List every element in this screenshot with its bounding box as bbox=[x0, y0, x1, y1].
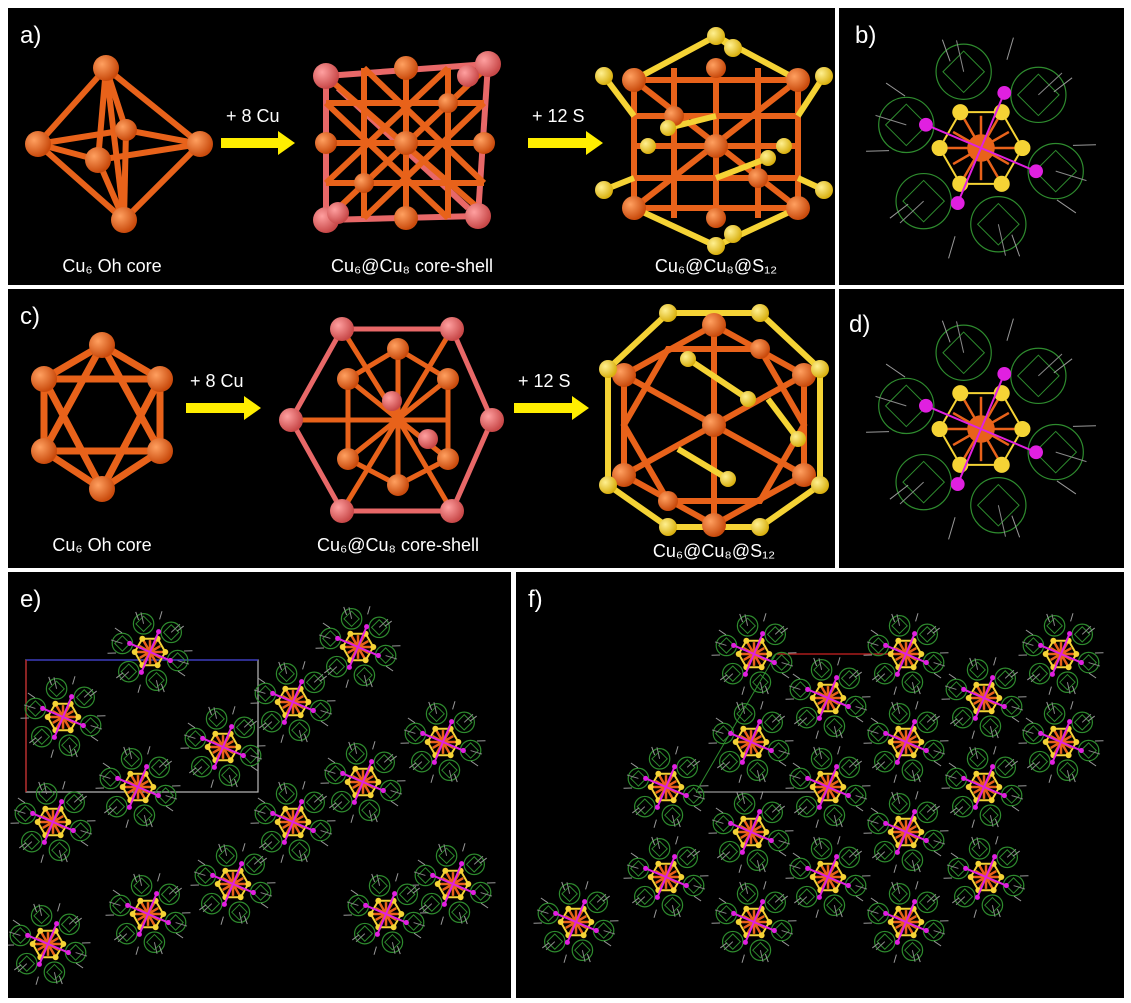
arrow-4 bbox=[514, 396, 589, 420]
cluster-molecule bbox=[863, 881, 949, 963]
panel-e-graphic bbox=[8, 606, 496, 985]
cluster-molecule bbox=[785, 746, 871, 828]
caption-cluster-c: Cu₆@Cu₈@S₁₂ bbox=[652, 541, 776, 561]
cluster-molecule bbox=[20, 676, 106, 758]
arrow-2-label: + 12 S bbox=[532, 106, 585, 126]
core-shell-atoms bbox=[313, 51, 501, 233]
cluster-molecule bbox=[941, 746, 1027, 828]
arrow-1 bbox=[221, 131, 295, 155]
arrow-3-label: + 8 Cu bbox=[190, 371, 244, 391]
caption-core-shell: Cu₆@Cu₈ core-shell bbox=[330, 256, 494, 276]
cluster-molecule bbox=[711, 881, 797, 963]
cluster-molecule bbox=[866, 37, 1096, 259]
cluster-molecule bbox=[95, 746, 181, 828]
panel-c: c) + 8 Cu + 12 S Cu₆ Oh core Cu₆@Cu₈ cor… bbox=[8, 289, 835, 568]
cluster-molecule bbox=[708, 701, 794, 783]
arrow-4-label: + 12 S bbox=[518, 371, 571, 391]
arrow-1-label: + 8 Cu bbox=[226, 106, 280, 126]
panel-f: f) bbox=[516, 572, 1124, 998]
panel-e-label: e) bbox=[20, 586, 42, 613]
caption-core-shell-c: Cu₆@Cu₈ core-shell bbox=[316, 535, 480, 555]
panel-d-label: d) bbox=[849, 311, 871, 338]
cluster-molecule bbox=[8, 903, 91, 985]
cluster-molecule bbox=[107, 611, 193, 693]
panel-b-label: b) bbox=[855, 22, 877, 49]
panel-f-graphic bbox=[533, 613, 1104, 963]
caption-core: Cu₆ Oh core bbox=[62, 256, 162, 276]
cluster-molecule bbox=[711, 613, 797, 695]
cu6-hexagon bbox=[38, 337, 166, 497]
cluster-molecule bbox=[250, 781, 336, 863]
caption-cluster: Cu₆@Cu₈@S₁₂ bbox=[654, 256, 778, 276]
cluster-molecule bbox=[866, 318, 1096, 540]
panel-c-graphic bbox=[31, 304, 829, 537]
cluster-molecule bbox=[863, 791, 949, 873]
cluster-molecule bbox=[105, 873, 191, 955]
panel-e: e) bbox=[8, 572, 511, 998]
cluster-molecule bbox=[1018, 701, 1104, 783]
caption-core-c: Cu₆ Oh core bbox=[52, 535, 152, 555]
panel-b-graphic bbox=[866, 37, 1096, 259]
panel-b: b) bbox=[839, 8, 1124, 285]
cluster-molecule bbox=[943, 836, 1029, 918]
panel-f-label: f) bbox=[528, 586, 543, 613]
arrow-2 bbox=[528, 131, 603, 155]
cu6-octahedron bbox=[35, 65, 203, 223]
cluster-molecule bbox=[785, 836, 871, 918]
cluster-molecule bbox=[250, 661, 336, 743]
cu6-atoms bbox=[25, 55, 213, 233]
panel-c-label: c) bbox=[20, 303, 40, 330]
cluster-molecule bbox=[785, 657, 871, 739]
cluster-molecule bbox=[400, 701, 486, 783]
cluster-molecule bbox=[180, 706, 266, 788]
cluster-molecule bbox=[708, 791, 794, 873]
cluster-molecule bbox=[10, 781, 96, 863]
cluster-molecule bbox=[1018, 613, 1104, 695]
arrow-3 bbox=[186, 396, 261, 420]
panel-a: a) + 8 Cu + 12 S Cu₆ Oh core Cu₆@Cu₈ cor… bbox=[8, 8, 835, 285]
panel-d-graphic bbox=[866, 318, 1096, 540]
panel-a-label: a) bbox=[20, 22, 42, 49]
cluster-molecule bbox=[533, 881, 619, 963]
cluster-molecule bbox=[863, 613, 949, 695]
cluster-molecule bbox=[623, 836, 709, 918]
cluster-molecule bbox=[315, 606, 401, 688]
panel-d: d) bbox=[839, 289, 1124, 568]
s12-atoms bbox=[595, 27, 833, 255]
panel-a-graphic bbox=[25, 27, 833, 255]
cluster-molecule bbox=[343, 873, 429, 955]
cluster-molecule bbox=[190, 843, 276, 925]
cluster-molecule bbox=[623, 746, 709, 828]
cluster-molecule bbox=[941, 657, 1027, 739]
cluster-molecule bbox=[410, 843, 496, 925]
cluster-molecule bbox=[320, 741, 406, 823]
cluster-molecule bbox=[863, 701, 949, 783]
